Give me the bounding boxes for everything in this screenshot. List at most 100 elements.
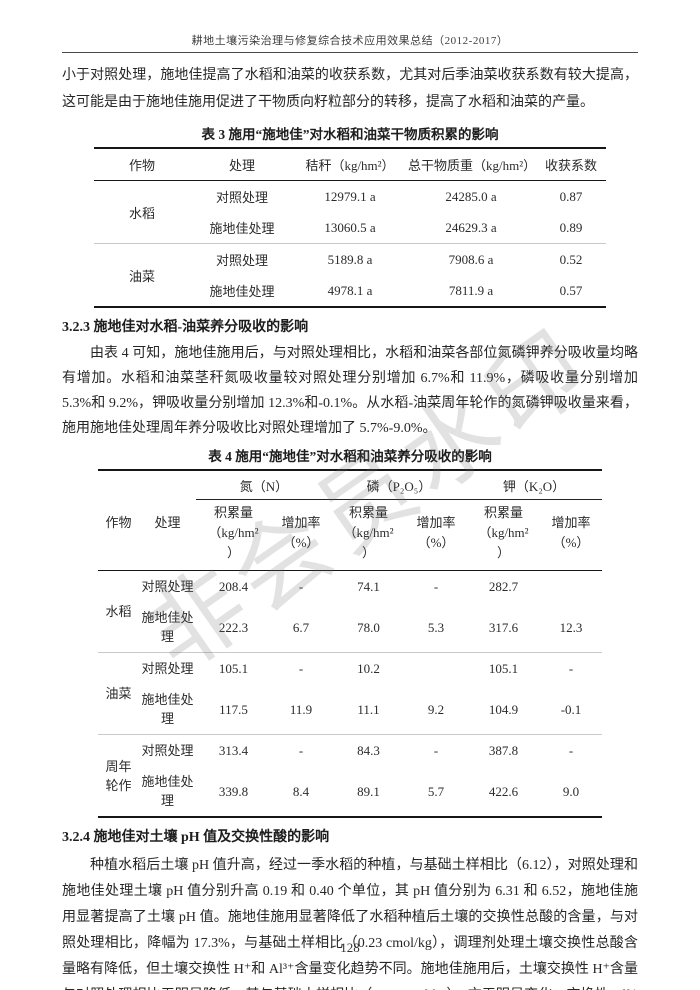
t4-cell: 对照处理: [141, 579, 194, 594]
t4-cell: 5.7: [427, 783, 445, 799]
t3-cell: 7811.9 a: [448, 282, 494, 298]
t4-cell: 105.1: [466, 652, 541, 684]
t4-cell: [405, 652, 467, 684]
table-row: 油菜 对照处理 105.1 - 10.2 105.1 -: [98, 652, 602, 735]
t4-col-k-amount: 积累量 （kg/hm² ）: [466, 499, 541, 571]
t4-cell: -: [405, 734, 467, 766]
t4-cell: 施地佳处 理: [141, 774, 194, 808]
t3-cell: 0.57: [559, 282, 583, 298]
t4-cell: 9.2: [427, 701, 445, 717]
t3-cell: 对照处理: [190, 243, 294, 275]
table-row: 水稻 对照处理 12979.1 a 24285.0 a 0.87: [94, 181, 606, 221]
t3-cell: 12979.1 a: [324, 188, 376, 204]
t3-cell: 施地佳处理: [209, 284, 275, 299]
t4-crop-rice: 水稻: [105, 604, 132, 619]
t4-cell: 222.3: [218, 619, 249, 635]
t3-col-treatment: 处理: [190, 148, 294, 181]
table3-title: 表 3 施用“施地佳”对水稻和油菜干物质积累的影响: [201, 127, 499, 142]
table-row: 施地佳处理 4978.1 a 7811.9 a 0.57: [94, 275, 606, 307]
t3-cell: 施地佳处理: [209, 221, 275, 236]
t4-cell: 422.6: [488, 783, 519, 799]
t4-cell: 8.4: [292, 783, 310, 799]
running-header: 耕地土壤污染治理与修复综合技术应用效果总结（2012-2017）: [62, 32, 638, 53]
t4-cell: -: [540, 652, 602, 684]
paragraph-continuation: 小于对照处理，施地佳提高了水稻和油菜的收获系数，尤其对后季油菜收获系数有较大提高…: [62, 68, 638, 110]
t4-cell: 对照处理: [138, 734, 197, 766]
t4-cell: [541, 571, 602, 603]
t3-cell: 24629.3 a: [445, 219, 497, 235]
t4-col-p-rate: 增加率 （%）: [405, 499, 467, 571]
table4-title: 表 4 施用“施地佳”对水稻和油菜养分吸收的影响: [208, 449, 492, 464]
t3-cell: 13060.5 a: [324, 219, 376, 235]
t3-cell: 对照处理: [215, 190, 268, 205]
t4-cell: -: [298, 579, 304, 594]
t4-cell: 74.1: [357, 579, 380, 594]
t3-cell: 0.89: [559, 219, 583, 235]
t3-cell: 0.87: [559, 188, 583, 204]
t4-cell: 339.8: [218, 783, 249, 799]
t4-crop-rotation: 周年 轮作: [98, 734, 139, 817]
t3-col-crop: 作物: [94, 148, 190, 181]
t4-cell: 12.3: [559, 619, 583, 635]
t4-cell: -: [433, 579, 439, 594]
t4-cell: 317.6: [488, 619, 519, 635]
t4-cell: 387.8: [466, 734, 541, 766]
t4-cell: 282.7: [488, 579, 519, 594]
section-paragraph-3-2-3: 由表 4 可知，施地佳施用后，与对照处理相比，水稻和油菜各部位氮磷钾养分吸收量均…: [62, 346, 638, 436]
t3-cell: 0.52: [536, 243, 606, 275]
section-paragraph-3-2-4: 种植水稻后土壤 pH 值升高，经过一季水稻的种植，与基础土样相比（6.12），对…: [62, 858, 638, 990]
table4-group-header-row: 作物 处理 氮（N） 磷（P₂O₅） 钾（K₂O）: [98, 470, 602, 571]
t4-cell: 313.4: [196, 734, 271, 766]
table-row: 水稻 对照处理 208.4 - 74.1 - 282.7: [98, 571, 602, 619]
t4-crop-rape: 油菜: [98, 652, 139, 735]
t3-cell: 24285.0 a: [445, 188, 497, 204]
t4-cell: 105.1: [196, 652, 271, 684]
table3-header-row: 作物 处理 秸秆（kg/hm²） 总干物质重（kg/hm²） 收获系数: [94, 148, 606, 181]
table-row: 施地佳处理 13060.5 a 24629.3 a 0.89: [94, 212, 606, 244]
t4-col-n-amount: 积累量 （kg/hm² ）: [196, 499, 271, 571]
table-row: 施地佳处 理 339.8 8.4 89.1 5.7 422.6 9.0: [98, 766, 601, 817]
page-number: 128: [340, 940, 360, 955]
t4-cell: -: [540, 734, 602, 766]
t3-cell: 7908.6 a: [406, 243, 536, 275]
t4-cell: 208.4: [218, 579, 249, 594]
t4-cell: 对照处理: [138, 652, 197, 684]
t4-cell: 施地佳处 理: [141, 692, 194, 726]
t4-cell: -0.1: [560, 701, 582, 717]
t4-col-k-rate: 增加率 （%）: [540, 499, 602, 571]
table-row: 油菜 对照处理 5189.8 a 7908.6 a 0.52: [94, 243, 606, 307]
t4-cell: 施地佳处 理: [141, 610, 194, 644]
t4-cell: -: [270, 734, 332, 766]
t3-col-hi: 收获系数: [536, 148, 606, 181]
t4-col-crop: 作物: [98, 470, 139, 571]
t4-group-phosphorus: 磷（P₂O₅）: [331, 470, 467, 500]
t4-cell: 117.5: [219, 701, 248, 717]
t4-cell: 84.3: [331, 734, 406, 766]
t4-cell: 11.1: [357, 701, 380, 717]
table3-dry-matter: 作物 处理 秸秆（kg/hm²） 总干物质重（kg/hm²） 收获系数 水稻 对…: [94, 147, 606, 308]
t4-cell: 104.9: [488, 701, 519, 717]
t4-col-n-rate: 增加率 （%）: [270, 499, 332, 571]
t3-cell: 4978.1 a: [327, 282, 373, 298]
t3-cell: 5189.8 a: [294, 243, 406, 275]
t4-cell: 11.9: [289, 701, 313, 717]
t4-cell: -: [270, 652, 332, 684]
table-row: 周年 轮作 对照处理 313.4 - 84.3 - 387.8 -: [98, 734, 602, 817]
t4-group-nitrogen: 氮（N）: [196, 470, 332, 500]
t4-cell: 6.7: [292, 619, 310, 635]
table-row: 施地佳处 理 222.3 6.7 78.0 5.3 317.6 12.3: [98, 602, 601, 653]
t4-cell: 78.0: [357, 619, 380, 635]
section-heading-3-2-4: 3.2.4 施地佳对土壤 pH 值及交换性酸的影响: [62, 830, 330, 845]
t3-crop-rape: 油菜: [94, 243, 190, 307]
table4-nutrient-uptake: 作物 处理 氮（N） 磷（P₂O₅） 钾（K₂O） 积累量 （kg/hm² ） …: [98, 469, 602, 818]
t3-crop-rice: 水稻: [128, 205, 155, 221]
t4-col-treatment: 处理: [138, 470, 197, 571]
section-heading-3-2-3: 3.2.3 施地佳对水稻-油菜养分吸收的影响: [62, 320, 309, 335]
t4-col-p-amount: 积累量 （kg/hm² ）: [331, 499, 406, 571]
t4-group-potassium: 钾（K₂O）: [466, 470, 602, 500]
t4-cell: 10.2: [331, 652, 406, 684]
t4-cell: 89.1: [357, 783, 380, 799]
t3-col-straw: 秸秆（kg/hm²）: [294, 148, 406, 181]
